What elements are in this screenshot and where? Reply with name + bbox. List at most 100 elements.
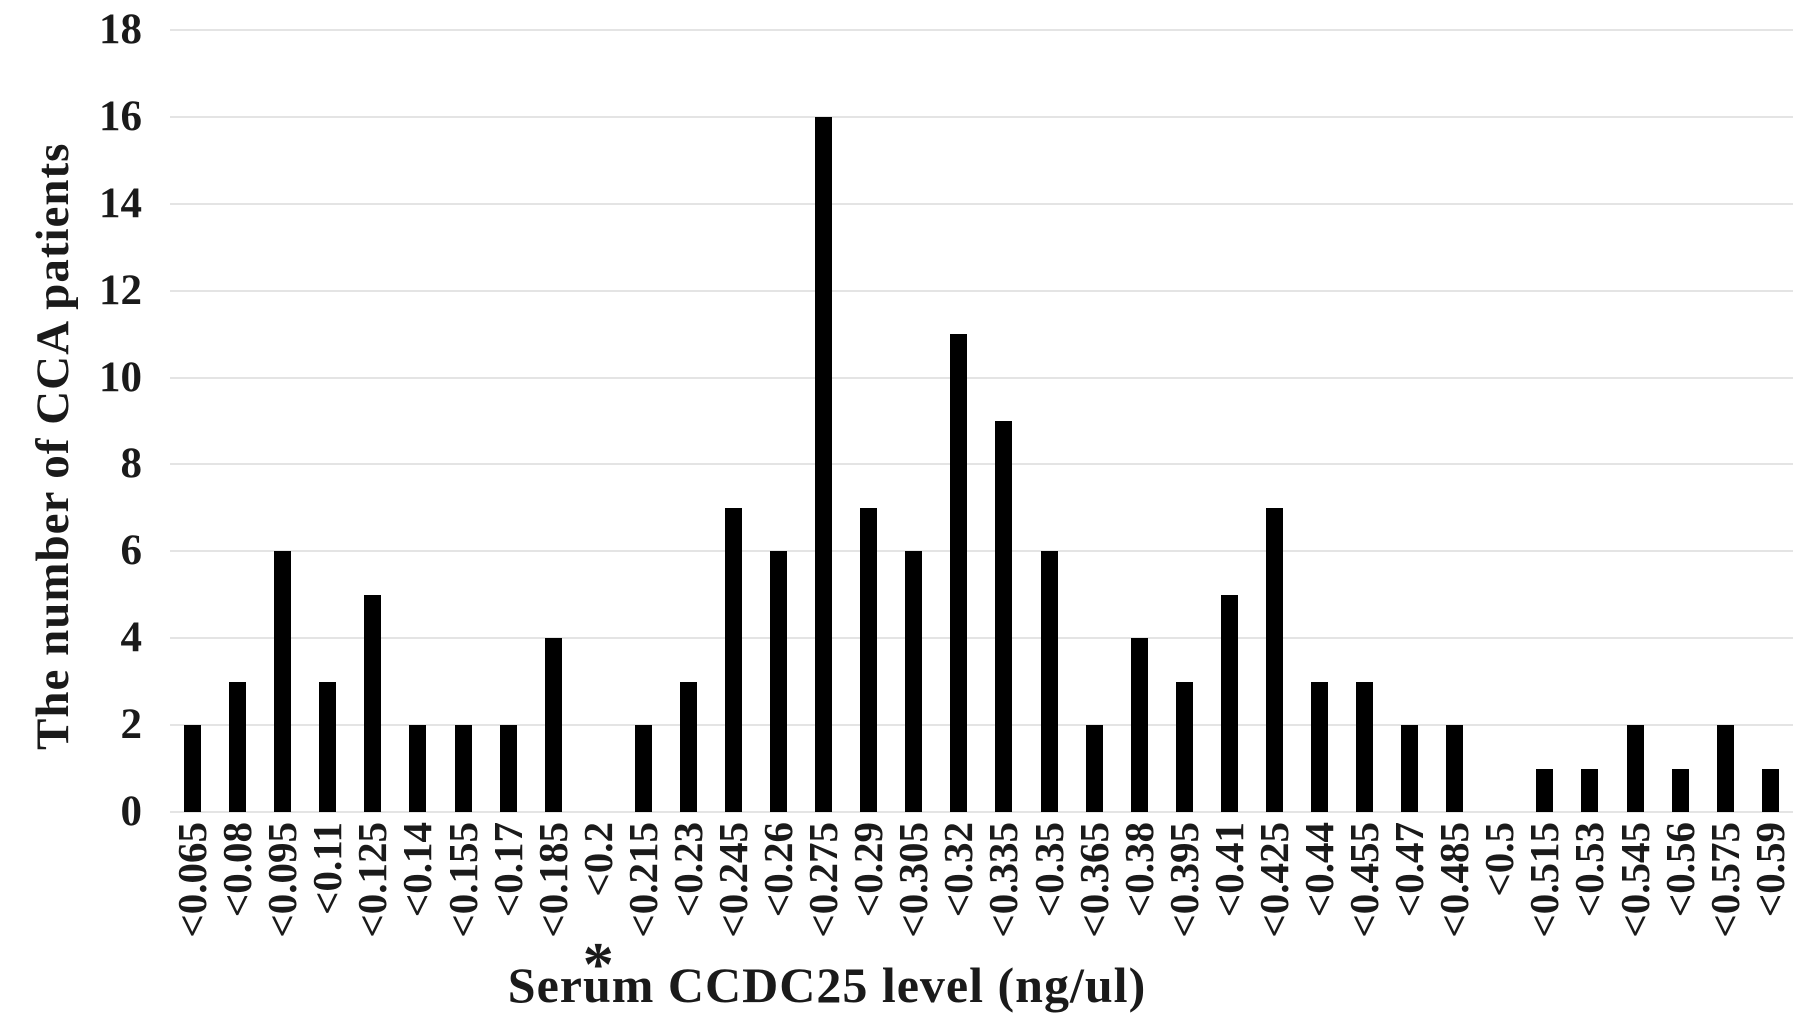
x-tick-slot: <0.185 <box>529 822 576 972</box>
bar <box>1085 725 1103 812</box>
gridline <box>170 724 1793 727</box>
bar-slot <box>1522 30 1567 812</box>
x-tick-label: <0.155 <box>439 822 486 938</box>
x-tick-label: <0.11 <box>304 822 351 915</box>
bars-layer <box>170 30 1793 812</box>
x-tick-label: <0.32 <box>935 822 982 918</box>
bar <box>815 116 833 812</box>
x-tick-slot: <0.215 <box>619 822 666 972</box>
y-tick-label: 16 <box>99 92 142 140</box>
x-tick-slot: <0.53 <box>1566 822 1613 972</box>
x-tick-label: <0.23 <box>664 822 711 918</box>
x-tick-slot: <0.155 <box>439 822 486 972</box>
x-tick-label: <0.065 <box>169 822 216 938</box>
bar-slot <box>1613 30 1658 812</box>
bar-slot <box>1162 30 1207 812</box>
bar <box>679 681 697 812</box>
y-tick-label: 18 <box>99 6 142 53</box>
bar-slot <box>801 30 846 812</box>
bar <box>1446 725 1464 812</box>
bar <box>499 725 517 812</box>
x-tick-label: <0.35 <box>1025 822 1072 918</box>
x-tick-slot: <0.455 <box>1341 822 1387 972</box>
x-tick-slot: <0.425 <box>1250 822 1297 972</box>
x-tick-label: <0.14 <box>394 822 441 918</box>
x-tick-slot: <0.23 <box>664 822 711 972</box>
bar-slot <box>1703 30 1748 812</box>
bar-slot <box>981 30 1026 812</box>
x-tick-label: <0.41 <box>1205 822 1252 918</box>
x-tick-slot: <0.5 <box>1476 822 1523 972</box>
bar <box>1175 681 1193 812</box>
y-tick-label: 10 <box>99 353 142 401</box>
x-tick-label: <0.395 <box>1160 822 1207 938</box>
x-tick-label: <0.305 <box>890 822 937 938</box>
x-tick-label: <0.425 <box>1250 822 1297 938</box>
x-tick-label: <0.365 <box>1070 822 1117 938</box>
gridline <box>170 550 1793 553</box>
bar-slot <box>666 30 711 812</box>
x-tick-slot: <0.365 <box>1070 822 1117 972</box>
x-tick-label: <0.515 <box>1521 822 1568 938</box>
bar-slot <box>215 30 260 812</box>
x-tick-slot: <0.29 <box>845 822 892 972</box>
bar <box>1265 507 1283 812</box>
bar <box>1040 551 1058 812</box>
bar <box>409 725 427 812</box>
x-tick-slot: <0.47 <box>1386 822 1433 972</box>
x-tick-label: <0.275 <box>800 822 847 938</box>
x-tick-label: <0.53 <box>1566 822 1613 918</box>
bar-slot <box>1387 30 1432 812</box>
bar-slot <box>1477 30 1522 812</box>
x-tick-slot: <0.14 <box>394 822 441 972</box>
bar-slot <box>1432 30 1477 812</box>
bar-slot <box>486 30 531 812</box>
x-tick-label: <0.26 <box>755 822 802 918</box>
x-tick-label: <0.29 <box>845 822 892 918</box>
bar <box>950 334 968 812</box>
x-tick-slot: <0.41 <box>1205 822 1252 972</box>
bar-slot <box>576 30 621 812</box>
bar-slot <box>305 30 350 812</box>
x-tick-slot: <0.485 <box>1431 822 1477 972</box>
x-tick-label: <0.215 <box>619 822 666 938</box>
y-axis-tick-labels: 0 2 4 6 8 10 12 14 16 18 <box>0 6 142 835</box>
bar <box>184 725 202 812</box>
bar <box>1220 594 1238 812</box>
x-tick-slot: <0.32 <box>935 822 982 972</box>
bar-slot <box>350 30 395 812</box>
bar-slot <box>1207 30 1252 812</box>
bar-slot <box>756 30 801 812</box>
x-tick-label: <0.44 <box>1295 822 1342 918</box>
x-tick-label: <0.47 <box>1386 822 1433 918</box>
bar-slot <box>260 30 305 812</box>
gridline <box>170 29 1793 31</box>
bar-slot <box>1297 30 1342 812</box>
bar-slot <box>1072 30 1117 812</box>
bar <box>860 507 878 812</box>
bar-slot <box>1748 30 1793 812</box>
plot-area <box>170 29 1793 813</box>
bar-slot <box>936 30 981 812</box>
bar-slot <box>1567 30 1612 812</box>
bar-slot <box>891 30 936 812</box>
gridline <box>170 202 1793 205</box>
x-tick-slot: <0.395 <box>1160 822 1207 972</box>
x-tick-label: <0.5 <box>1476 822 1523 897</box>
gridline <box>170 811 1793 813</box>
y-tick-label: 0 <box>120 788 143 835</box>
x-tick-label: <0.545 <box>1611 822 1658 938</box>
x-tick-label: <0.185 <box>529 822 576 938</box>
x-tick-label: <0.575 <box>1701 822 1748 938</box>
bar-slot <box>531 30 576 812</box>
x-tick-slot: <0.59 <box>1747 822 1793 972</box>
x-tick-slot: <0.515 <box>1521 822 1568 972</box>
bar <box>905 551 923 812</box>
x-tick-label: <0.335 <box>980 822 1027 938</box>
bar <box>454 725 472 812</box>
x-tick-slot: <0.095 <box>259 822 305 972</box>
gridline <box>170 376 1793 379</box>
x-tick-label: <0.2 <box>574 822 621 897</box>
bar <box>1536 768 1554 812</box>
x-tick-slot: <0.245 <box>710 822 756 972</box>
